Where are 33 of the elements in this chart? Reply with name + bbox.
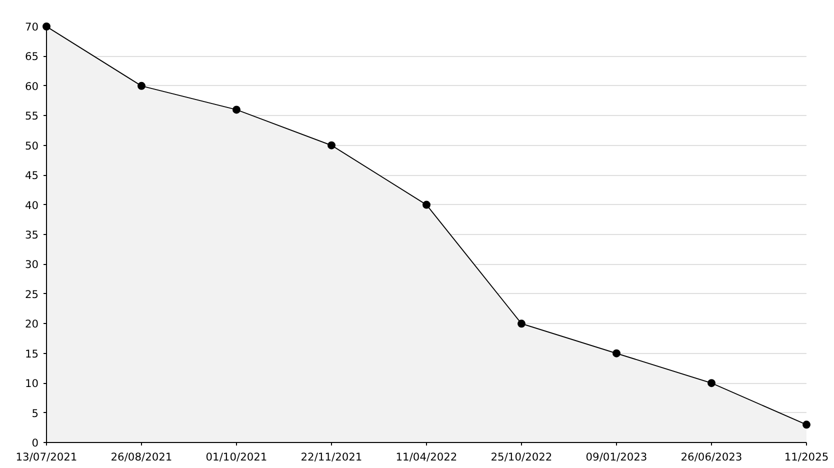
point: [138, 82, 146, 90]
point: [518, 320, 526, 328]
x-tick-label: 26/06/2023: [680, 450, 742, 464]
y-tick-label: 5: [32, 406, 38, 420]
y-tick-label: 50: [24, 139, 39, 152]
y-tick-label: 45: [24, 169, 39, 182]
x-tick-label: 11/2025: [784, 450, 829, 464]
y-tick-label: 35: [24, 228, 39, 242]
y-tick-label: 70: [24, 20, 39, 34]
y-tick-label: 40: [24, 198, 39, 212]
point: [708, 379, 716, 388]
point: [802, 420, 810, 429]
x-tick-label: 22/11/2021: [300, 450, 362, 464]
point: [42, 22, 50, 30]
y-tick-label: 30: [24, 258, 39, 272]
y-tick-label: 0: [32, 436, 39, 450]
y-tick-label: 15: [24, 347, 39, 360]
point: [232, 106, 240, 114]
y-tick-label: 10: [24, 377, 39, 390]
y-tick-label: 25: [24, 288, 39, 301]
point: [612, 349, 620, 358]
x-tick-label: 26/08/2021: [110, 450, 172, 464]
point: [422, 200, 430, 209]
x-tick-label: 09/01/2023: [586, 450, 648, 464]
y-tick-label: 55: [24, 110, 39, 123]
y-tick-label: 65: [24, 50, 39, 64]
y-tick-label: 60: [24, 80, 39, 93]
x-tick-label: 01/10/2021: [206, 450, 268, 464]
y-tick-label: 20: [24, 318, 39, 331]
point: [328, 141, 336, 150]
x-tick-label: 25/10/2022: [490, 450, 552, 464]
x-tick-label: 11/04/2022: [396, 450, 458, 464]
x-tick-label: 13/07/2021: [16, 450, 78, 464]
